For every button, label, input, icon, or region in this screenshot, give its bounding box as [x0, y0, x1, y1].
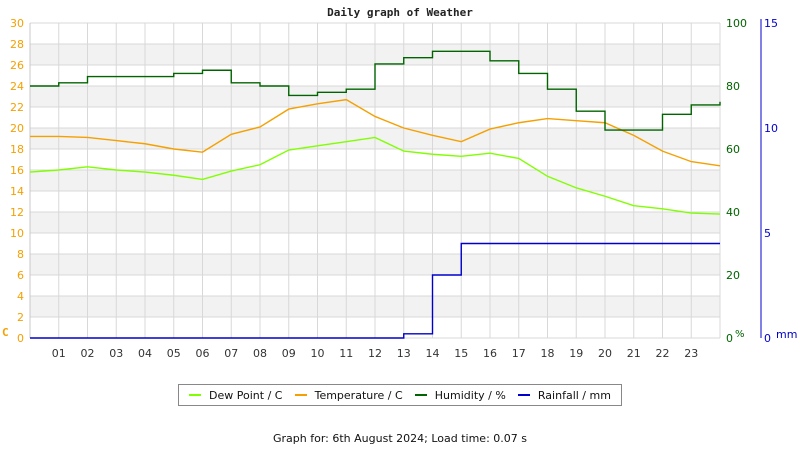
x-axis-tick: 14 [426, 347, 440, 360]
x-axis-tick: 16 [483, 347, 497, 360]
x-axis-tick: 06 [196, 347, 210, 360]
humidity-axis-tick: 20 [726, 269, 740, 282]
rain-axis-unit: mm [776, 328, 797, 341]
rain-axis-tick: 10 [764, 122, 778, 135]
x-axis-tick: 22 [656, 347, 670, 360]
left-axis-tick: 4 [17, 290, 24, 303]
x-axis-tick: 04 [138, 347, 152, 360]
legend-item: Humidity / % [414, 388, 506, 402]
left-axis-tick: 30 [10, 17, 24, 30]
legend: Dew Point / C Temperature / C Humidity / %… [178, 384, 622, 406]
x-axis-tick: 23 [684, 347, 698, 360]
x-axis-tick: 20 [598, 347, 612, 360]
graph-footer: Graph for: 6th August 2024; Load time: 0… [273, 432, 527, 445]
rain-axis-tick: 5 [764, 227, 771, 240]
humidity-axis-tick: 40 [726, 206, 740, 219]
humidity-axis-unit: % [735, 329, 745, 340]
left-axis-tick: 20 [10, 122, 24, 135]
x-axis-tick: 13 [397, 347, 411, 360]
humidity-axis-tick: 100 [726, 17, 747, 30]
left-axis-tick: 10 [10, 227, 24, 240]
x-axis-tick: 05 [167, 347, 181, 360]
x-axis-tick: 18 [541, 347, 555, 360]
legend-item: Temperature / C [294, 388, 403, 402]
x-axis-tick: 10 [311, 347, 325, 360]
x-axis-tick: 03 [109, 347, 123, 360]
legend-label: Rainfall / mm [537, 388, 611, 402]
left-axis-tick: 26 [10, 59, 24, 72]
x-axis-tick: 12 [368, 347, 382, 360]
x-axis-tick: 17 [512, 347, 526, 360]
humidity-axis-tick: 80 [726, 80, 740, 93]
left-axis-unit: C [2, 326, 9, 339]
humidity-axis-tick: 0 [726, 332, 733, 345]
legend-item: Rainfall / mm [517, 388, 611, 402]
x-axis-tick: 02 [81, 347, 95, 360]
legend-label: Dew Point / C [209, 388, 283, 402]
legend-swatch [294, 394, 307, 396]
left-axis-tick: 16 [10, 164, 24, 177]
legend-label: Temperature / C [314, 388, 403, 402]
legend-swatch [189, 394, 202, 396]
x-axis-tick: 07 [224, 347, 238, 360]
series-line [30, 242, 720, 339]
x-axis-tick: 01 [52, 347, 66, 360]
left-axis-tick: 6 [17, 269, 24, 282]
x-axis-tick: 08 [253, 347, 267, 360]
x-axis-tick: 21 [627, 347, 641, 360]
series-line [29, 136, 721, 215]
left-axis-tick: 14 [10, 185, 24, 198]
x-axis-tick: 19 [569, 347, 583, 360]
legend-label: Humidity / % [434, 388, 506, 402]
chart-title: Daily graph of Weather [327, 6, 473, 19]
legend-swatch [517, 394, 530, 396]
left-axis-tick: 8 [17, 248, 24, 261]
left-axis-tick: 22 [10, 101, 24, 114]
left-axis-tick: 24 [10, 80, 24, 93]
left-axis-tick: 18 [10, 143, 24, 156]
rain-axis-tick: 15 [764, 17, 778, 30]
left-axis-tick: 2 [17, 311, 24, 324]
x-axis-tick: 09 [282, 347, 296, 360]
rain-axis-tick: 0 [764, 332, 771, 345]
left-axis-tick: 12 [10, 206, 24, 219]
x-axis-tick: 15 [454, 347, 468, 360]
legend-swatch [414, 394, 427, 396]
left-axis-tick: 0 [17, 332, 24, 345]
left-axis-tick: 28 [10, 38, 24, 51]
x-axis-tick: 11 [339, 347, 353, 360]
legend-item: Dew Point / C [189, 389, 282, 402]
humidity-axis-tick: 60 [726, 143, 740, 156]
series-line [30, 50, 721, 131]
